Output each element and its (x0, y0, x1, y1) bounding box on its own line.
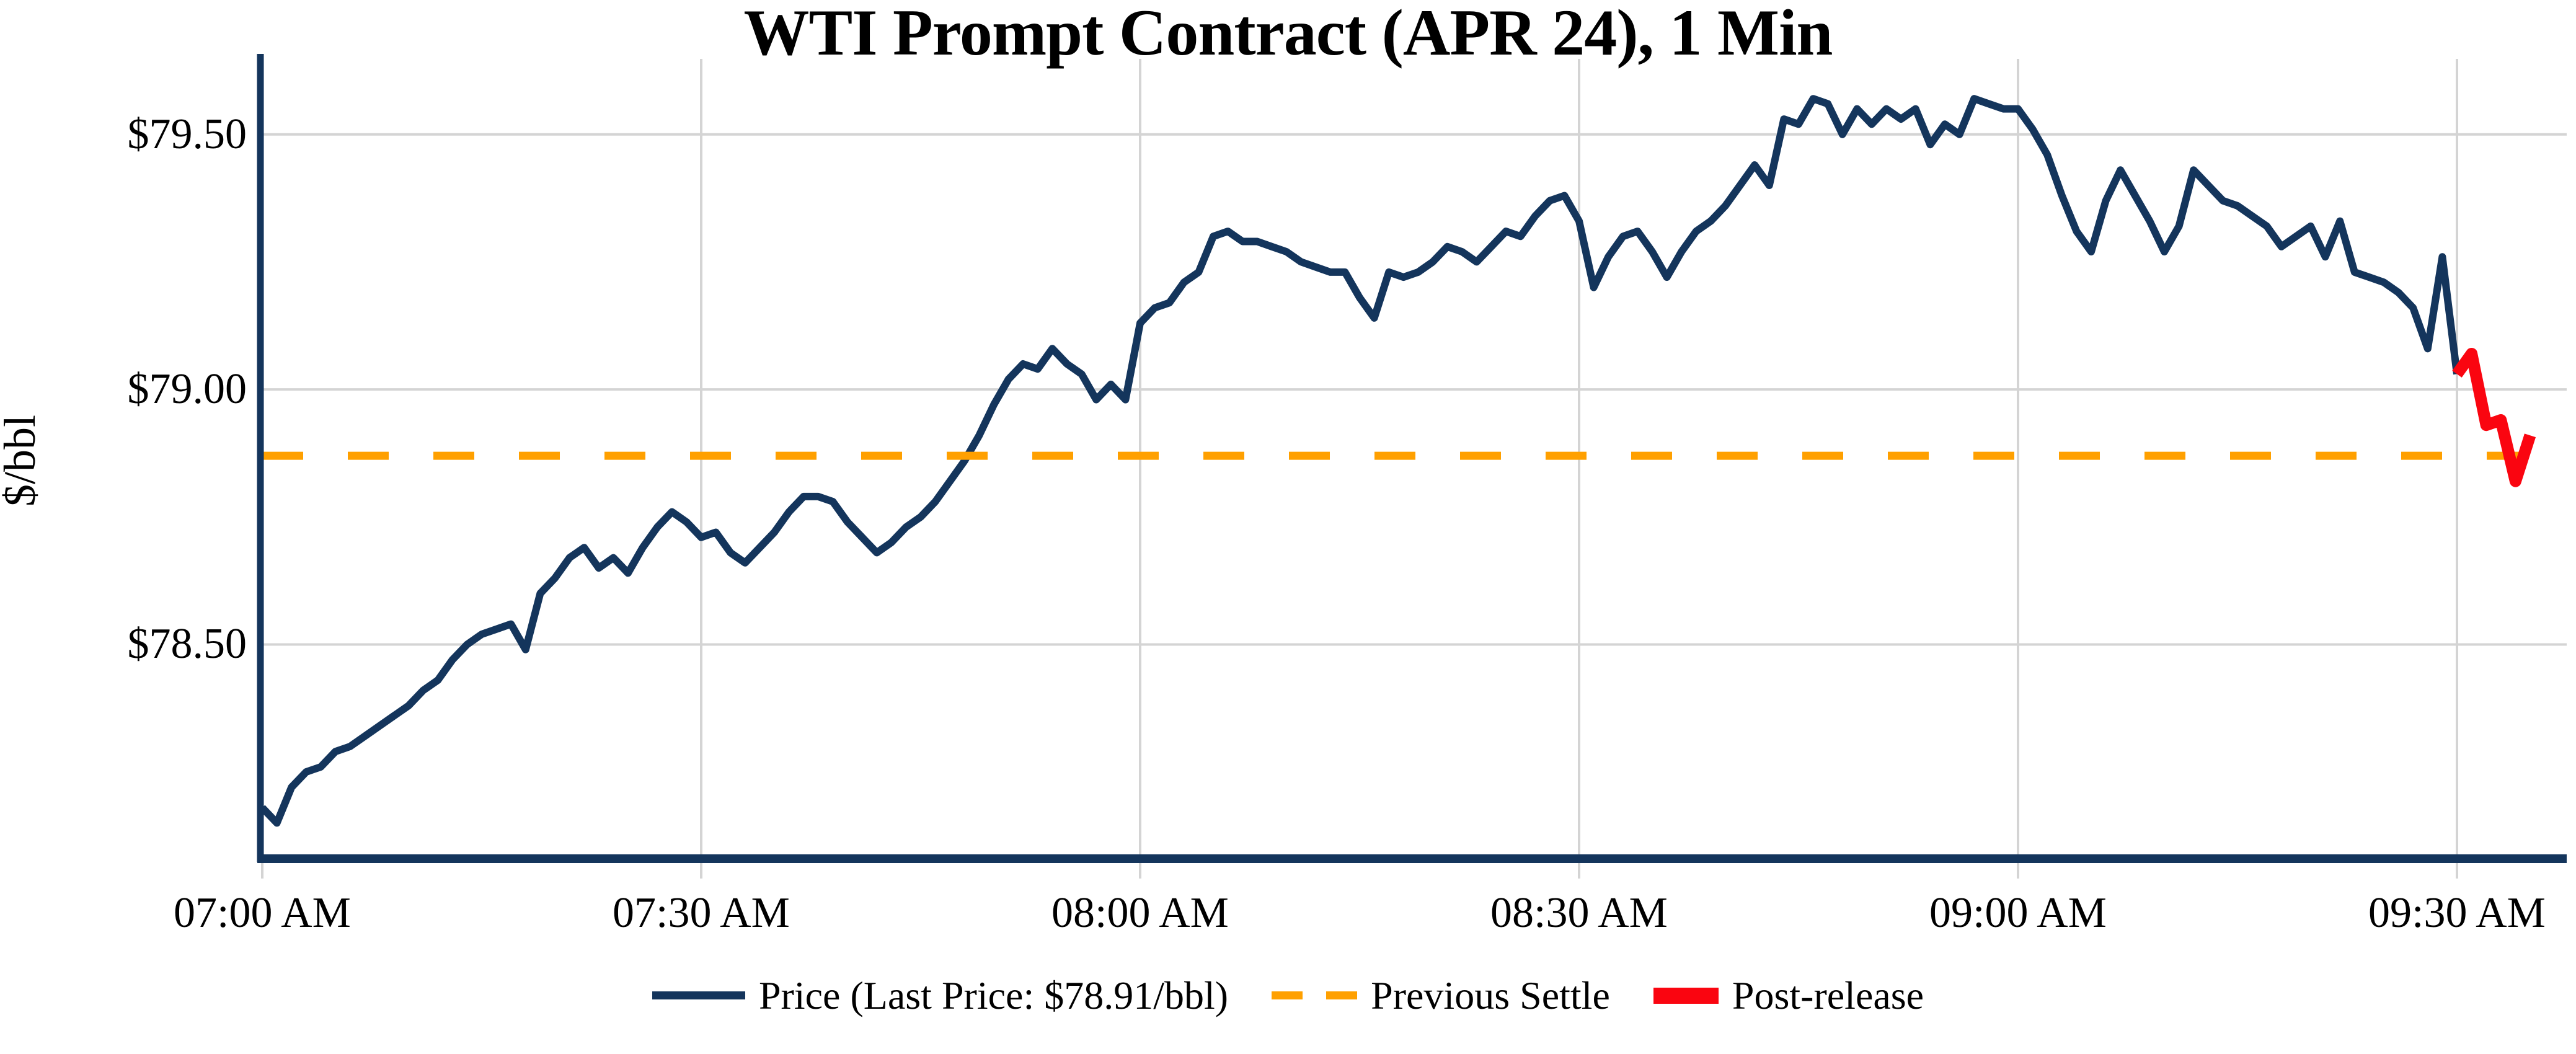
legend-item-post-release: Post-release (1653, 975, 1924, 1016)
previous-settle-swatch (1272, 991, 1358, 1000)
x-tick-label: 09:00 AM (1929, 889, 2107, 937)
legend-label-previous-settle: Previous Settle (1371, 973, 1610, 1017)
legend-label-price: Price (Last Price: $78.91/bbl) (758, 973, 1229, 1017)
orange-dash-icon (1326, 991, 1358, 1000)
post-release-swatch (1653, 987, 1719, 1004)
legend-item-previous-settle: Previous Settle (1272, 975, 1610, 1016)
chart-title: WTI Prompt Contract (APR 24), 1 Min (743, 0, 1833, 69)
x-tick-label: 07:30 AM (613, 889, 790, 937)
x-tick-label: 08:00 AM (1051, 889, 1229, 937)
y-tick-label: $79.00 (127, 365, 247, 414)
legend-item-price: Price (Last Price: $78.91/bbl) (652, 975, 1228, 1016)
price-line-swatch (652, 991, 745, 1000)
x-tick-label: 09:30 AM (2368, 889, 2546, 937)
x-tick-label: 07:00 AM (174, 889, 351, 937)
gridlines (261, 59, 2567, 879)
data-series (259, 95, 2557, 827)
legend: Price (Last Price: $78.91/bbl) Previous … (0, 975, 2576, 1016)
x-tick-label: 08:30 AM (1490, 889, 1668, 937)
y-tick-label: $79.50 (127, 110, 247, 158)
legend-label-post-release: Post-release (1732, 973, 1924, 1017)
orange-dash-icon (1272, 991, 1303, 1000)
axis-spines (257, 54, 2567, 863)
y-tick-label: $78.50 (127, 620, 247, 668)
